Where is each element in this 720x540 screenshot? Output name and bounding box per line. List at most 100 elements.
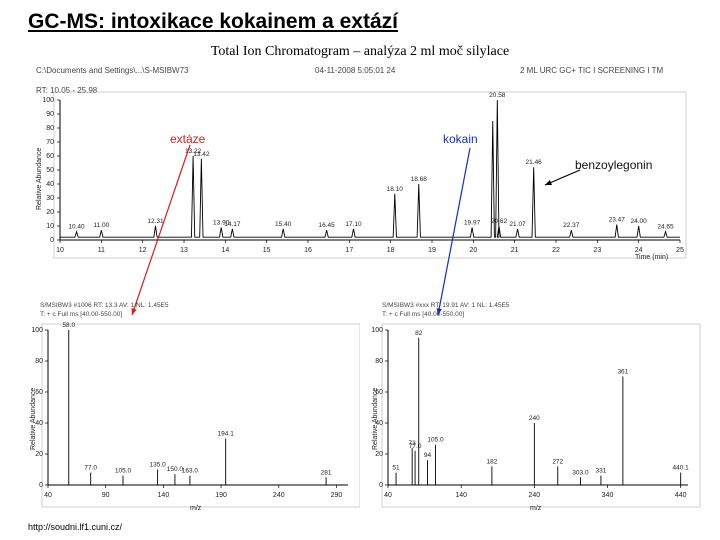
svg-text:20.62: 20.62 [491, 218, 508, 225]
ms-left-ylabel: Relative Abundance [30, 388, 37, 450]
svg-text:12: 12 [139, 247, 147, 254]
chrom-ylabel: Relative Abundance [36, 148, 43, 210]
svg-text:303.0: 303.0 [572, 469, 589, 476]
svg-text:290: 290 [331, 492, 343, 499]
svg-text:440: 440 [675, 492, 687, 499]
svg-text:440.1: 440.1 [673, 465, 690, 472]
svg-text:40: 40 [46, 181, 54, 188]
svg-text:0: 0 [50, 237, 54, 244]
source-url: http://soudni.lf1.cuni.cz/ [28, 522, 122, 532]
svg-text:0: 0 [39, 482, 43, 489]
svg-text:20: 20 [375, 451, 383, 458]
svg-text:20.58: 20.58 [489, 92, 506, 99]
label-benzoylegonin: benzoylegonin [575, 158, 652, 172]
svg-text:25: 25 [676, 247, 684, 254]
svg-text:100: 100 [31, 327, 43, 334]
ms-right-header2: T: + c Full ms [40.00-550.00] [382, 311, 464, 318]
svg-text:60: 60 [46, 153, 54, 160]
ms-right-header1: S/MSIBW3 #xxx RT: 19.91 AV: 1 NL: 1.45E5 [382, 302, 509, 309]
svg-text:281: 281 [321, 469, 332, 476]
svg-text:10: 10 [56, 247, 64, 254]
svg-text:15: 15 [263, 247, 271, 254]
svg-text:14: 14 [221, 247, 229, 254]
svg-text:190: 190 [215, 492, 227, 499]
svg-text:0: 0 [379, 482, 383, 489]
svg-text:10: 10 [46, 223, 54, 230]
svg-text:23.47: 23.47 [609, 217, 626, 224]
svg-text:24: 24 [635, 247, 643, 254]
svg-text:20: 20 [46, 209, 54, 216]
svg-text:13: 13 [180, 247, 188, 254]
svg-text:100: 100 [42, 97, 54, 104]
svg-text:240: 240 [273, 492, 285, 499]
svg-text:40: 40 [384, 492, 392, 499]
svg-text:194.1: 194.1 [218, 431, 235, 438]
ms-left-header2: T: + c Full ms [40.00-550.00] [40, 311, 122, 318]
svg-text:135.0: 135.0 [149, 462, 166, 469]
svg-text:361: 361 [617, 369, 628, 376]
svg-text:100: 100 [371, 327, 383, 334]
svg-text:23: 23 [593, 247, 601, 254]
svg-text:21: 21 [511, 247, 519, 254]
svg-text:77.0: 77.0 [409, 443, 422, 450]
svg-text:80: 80 [375, 358, 383, 365]
svg-text:105.0: 105.0 [427, 437, 444, 444]
ms-right-plot: 02040608010040140240340440517377.0829410… [360, 320, 720, 520]
svg-text:140: 140 [455, 492, 467, 499]
svg-text:20: 20 [35, 451, 43, 458]
svg-text:24.65: 24.65 [657, 224, 674, 231]
svg-text:18: 18 [387, 247, 395, 254]
svg-text:331: 331 [595, 468, 606, 475]
svg-text:19: 19 [428, 247, 436, 254]
svg-text:80: 80 [35, 358, 43, 365]
svg-text:18.10: 18.10 [387, 186, 404, 193]
svg-text:18.68: 18.68 [411, 176, 428, 183]
ms-right-xlabel: m/z [530, 505, 541, 512]
svg-text:11: 11 [98, 247, 105, 254]
svg-text:30: 30 [46, 195, 54, 202]
chrom-xlabel: Time (min) [635, 254, 668, 261]
svg-text:58.0: 58.0 [62, 322, 75, 329]
svg-text:70: 70 [46, 139, 54, 146]
svg-text:272: 272 [552, 458, 563, 465]
label-kokain: kokain [443, 132, 478, 146]
svg-text:21.46: 21.46 [526, 159, 543, 166]
svg-text:19.97: 19.97 [464, 219, 481, 226]
svg-text:21.07: 21.07 [509, 221, 526, 228]
ms-right-ylabel: Relative Abundance [372, 388, 379, 450]
svg-text:90: 90 [102, 492, 110, 499]
ms-left-header1: S/MSIBW3 #1006 RT: 13.3 AV: 1 NL: 1.45E5 [40, 302, 169, 309]
label-extaze: extáze [170, 132, 205, 146]
chromatogram-plot: 0102030405060708090100101112131415161718… [0, 0, 720, 270]
svg-text:340: 340 [602, 492, 614, 499]
ms-left-xlabel: m/z [190, 505, 201, 512]
svg-text:14.17: 14.17 [224, 221, 241, 228]
svg-text:105.0: 105.0 [115, 468, 132, 475]
svg-text:94: 94 [424, 452, 432, 459]
ms-left-plot: 020406080100409014019024029058.077.0105.… [0, 320, 360, 520]
svg-text:50: 50 [46, 167, 54, 174]
svg-text:16: 16 [304, 247, 312, 254]
svg-text:82: 82 [415, 330, 423, 337]
svg-text:140: 140 [158, 492, 170, 499]
svg-text:17.10: 17.10 [345, 221, 362, 228]
svg-text:16.45: 16.45 [318, 222, 335, 229]
svg-text:163.0: 163.0 [182, 468, 199, 475]
svg-text:240: 240 [528, 492, 540, 499]
svg-text:20: 20 [469, 247, 477, 254]
svg-text:80: 80 [46, 125, 54, 132]
svg-text:17: 17 [345, 247, 353, 254]
svg-text:11.00: 11.00 [93, 222, 109, 229]
svg-text:22.37: 22.37 [563, 222, 580, 229]
svg-text:240: 240 [529, 415, 540, 422]
svg-text:12.31: 12.31 [147, 218, 164, 225]
svg-text:90: 90 [46, 111, 54, 118]
svg-text:24.00: 24.00 [631, 218, 648, 225]
svg-text:10.40: 10.40 [68, 224, 85, 231]
svg-text:40: 40 [44, 492, 52, 499]
svg-text:15.40: 15.40 [275, 221, 292, 228]
svg-text:182: 182 [486, 458, 497, 465]
svg-text:22: 22 [552, 247, 560, 254]
svg-text:13.42: 13.42 [193, 151, 210, 158]
svg-text:77.0: 77.0 [84, 465, 97, 472]
